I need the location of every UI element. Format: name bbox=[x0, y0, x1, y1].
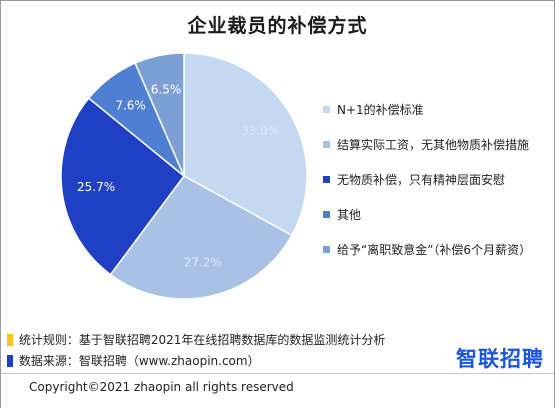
pie-slice bbox=[60, 97, 186, 276]
copyright-text: Copyright©2021 zhaopin all rights reserv… bbox=[29, 380, 294, 394]
pie-slice bbox=[109, 175, 293, 300]
zhaopin-logo: 智联招聘 bbox=[456, 347, 544, 371]
slice-value-label: 27.2% bbox=[184, 256, 222, 270]
footer: Copyright©2021 zhaopin all rights reserv… bbox=[1, 373, 554, 408]
rule-marker bbox=[7, 334, 13, 346]
legend-label: N+1的补偿标准 bbox=[337, 103, 424, 117]
slice-value-label: 6.5% bbox=[151, 82, 182, 96]
legend-label: 无物质补偿，只有精神层面安慰 bbox=[337, 173, 506, 187]
chart-title: 企业裁员的补偿方式 bbox=[187, 15, 368, 37]
legend-swatch bbox=[323, 176, 330, 183]
slice-value-label: 33.0% bbox=[241, 124, 279, 138]
legend-swatch bbox=[323, 211, 330, 218]
pie-slice bbox=[183, 52, 308, 237]
legend-swatch bbox=[323, 141, 330, 148]
slice-value-label: 25.7% bbox=[77, 180, 115, 194]
legend-swatch bbox=[323, 106, 330, 113]
legend-label: 其他 bbox=[337, 208, 362, 222]
data-source-text: 数据来源：智联招聘（www.zhaopin.com） bbox=[18, 354, 260, 368]
pie-slice bbox=[134, 52, 185, 177]
stat-rule-note: 统计规则：基于智联招聘2021年在线招聘数据库的数据监测统计分析 bbox=[7, 332, 385, 348]
legend-swatch bbox=[323, 246, 330, 253]
slice-value-label: 7.6% bbox=[115, 98, 146, 112]
stat-rule-text: 统计规则：基于智联招聘2021年在线招聘数据库的数据监测统计分析 bbox=[18, 333, 386, 347]
source-marker bbox=[7, 355, 13, 367]
legend-label: 给予“离职致意金”（补偿6个月薪资） bbox=[337, 243, 532, 257]
pie-chart: 33.0% 27.2% 25.7% 7.6% 6.5% bbox=[60, 52, 308, 300]
legend-label: 结算实际工资，无其他物质补偿措施 bbox=[337, 138, 530, 152]
data-source-note: 数据来源：智联招聘（www.zhaopin.com） bbox=[7, 353, 260, 369]
